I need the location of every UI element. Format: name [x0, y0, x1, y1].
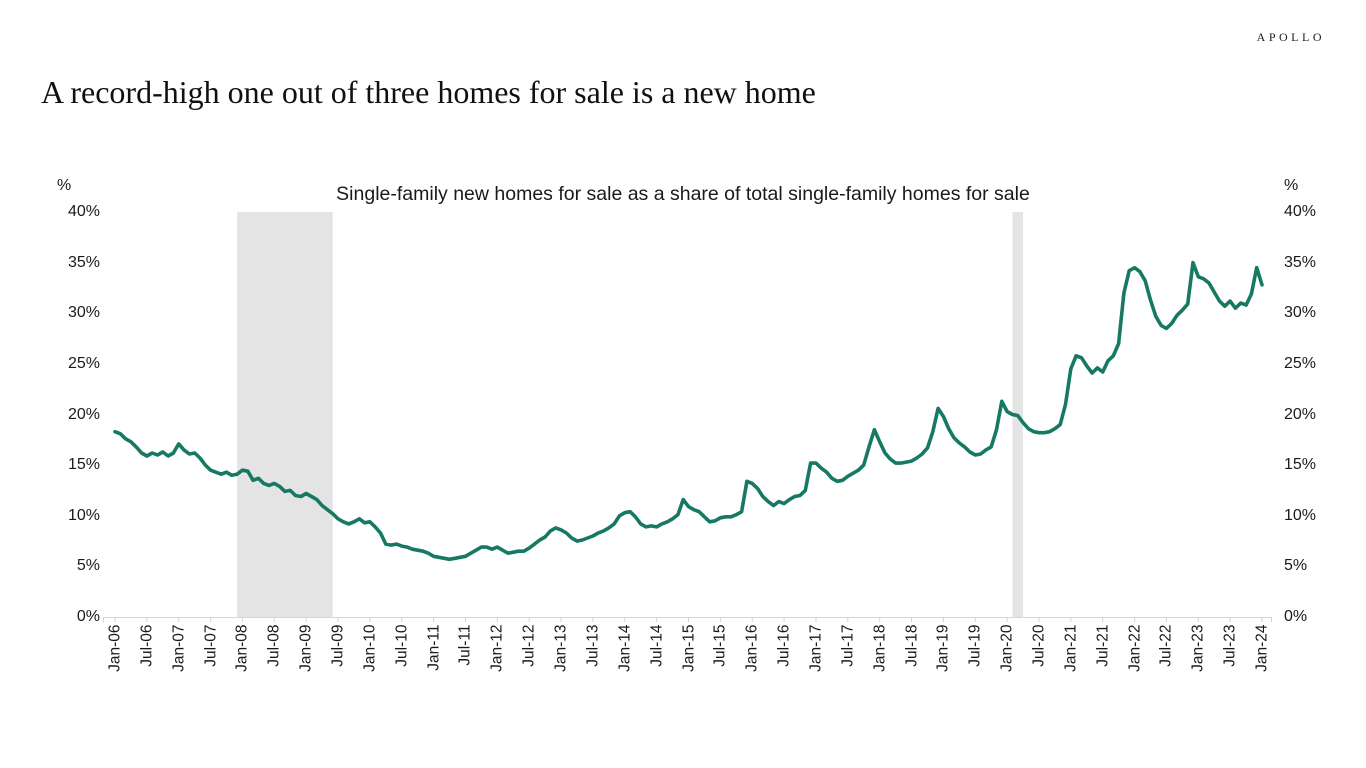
- y-axis-unit-right: %: [1284, 177, 1299, 194]
- x-axis-label: Jul-12: [520, 624, 538, 667]
- x-axis-label: Jul-08: [265, 624, 283, 667]
- x-axis-label: Jan-15: [680, 624, 697, 672]
- y-axis-label-left: 35%: [67, 253, 100, 271]
- x-axis-label: Jan-09: [297, 624, 315, 672]
- x-axis-label: Jan-07: [170, 624, 188, 672]
- x-axis-label: Jul-20: [1030, 624, 1048, 667]
- apollo-logo: APOLLO: [1256, 30, 1325, 44]
- x-axis-label: Jul-21: [1094, 624, 1112, 667]
- x-axis-label: Jan-19: [934, 624, 952, 672]
- x-axis-label: Jan-21: [1062, 624, 1080, 672]
- y-axis-label-left: 25%: [67, 354, 100, 372]
- x-axis-label: Jul-17: [839, 624, 857, 667]
- x-axis-label: Jan-23: [1189, 624, 1207, 672]
- x-axis-label: Jul-15: [711, 624, 729, 667]
- y-axis-label-right: 10%: [1284, 506, 1317, 524]
- y-axis-label-right: 0%: [1284, 608, 1308, 625]
- y-axis-label-right: 15%: [1284, 456, 1317, 474]
- x-axis-label: Jul-10: [393, 624, 411, 667]
- x-axis-label: Jan-20: [998, 624, 1016, 672]
- x-axis-label: Jul-19: [966, 624, 984, 667]
- x-axis-label: Jan-13: [552, 624, 570, 672]
- y-axis-label-left: 5%: [76, 557, 100, 575]
- x-axis-label: Jan-22: [1126, 624, 1144, 672]
- x-axis-label: Jan-11: [425, 624, 443, 671]
- x-axis-label: Jan-08: [233, 624, 251, 672]
- x-axis-label: Jan-24: [1253, 624, 1271, 672]
- x-axis-label: Jul-14: [648, 624, 666, 667]
- y-axis-label-right: 30%: [1284, 304, 1317, 322]
- x-axis-label: Jan-06: [106, 624, 124, 672]
- y-axis-label-left: 20%: [67, 405, 100, 423]
- x-axis-label: Jul-11: [456, 624, 474, 666]
- x-axis-label: Jul-07: [202, 624, 220, 667]
- page-title: A record-high one out of three homes for…: [41, 74, 816, 111]
- y-axis-label-left: 40%: [67, 203, 100, 220]
- recession-band: [237, 212, 333, 617]
- y-axis-label-right: 20%: [1284, 405, 1317, 423]
- x-axis-label: Jul-09: [329, 624, 347, 667]
- chart-subtitle: Single-family new homes for sale as a sh…: [336, 183, 1030, 205]
- data-line: [113, 260, 1264, 562]
- x-axis-label: Jul-13: [584, 624, 602, 667]
- y-axis-label-left: 15%: [67, 456, 100, 474]
- y-axis-label-left: 0%: [76, 608, 100, 625]
- x-axis-label: Jul-22: [1157, 624, 1175, 667]
- x-axis-label: Jan-16: [743, 624, 761, 672]
- x-axis-label: Jan-17: [807, 624, 825, 672]
- x-axis-label: Jul-18: [903, 624, 921, 667]
- y-axis-label-right: 35%: [1284, 253, 1317, 271]
- y-axis-label-left: 30%: [67, 304, 100, 322]
- x-axis-label: Jul-16: [775, 624, 793, 667]
- x-axis-label: Jul-23: [1221, 624, 1239, 667]
- y-axis-label-left: 10%: [67, 506, 100, 524]
- y-axis-label-right: 5%: [1284, 557, 1308, 575]
- x-axis-label: Jan-10: [361, 624, 379, 672]
- y-axis-unit-left: %: [57, 177, 72, 194]
- x-axis-label: Jan-18: [871, 624, 889, 672]
- x-axis-label: Jul-06: [138, 624, 156, 667]
- y-axis-label-right: 25%: [1284, 354, 1317, 372]
- y-axis-label-right: 40%: [1284, 203, 1317, 220]
- x-axis-label: Jan-12: [488, 624, 506, 672]
- x-axis-label: Jan-14: [616, 624, 634, 672]
